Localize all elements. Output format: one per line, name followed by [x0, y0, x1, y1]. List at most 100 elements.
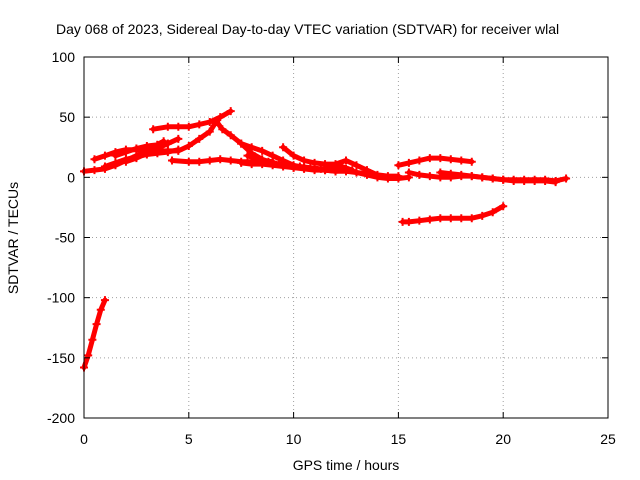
data-point: [218, 125, 227, 134]
data-point: [327, 164, 336, 173]
data-point: [488, 174, 497, 183]
data-point: [415, 216, 424, 225]
x-axis-label: GPS time / hours: [293, 457, 400, 473]
data-point: [100, 296, 109, 305]
data-point: [253, 155, 262, 164]
data-series: [394, 154, 476, 170]
data-point: [436, 168, 445, 177]
data-series: [279, 143, 403, 181]
data-point: [467, 172, 476, 181]
data-point: [121, 148, 130, 157]
x-tick-label: 20: [495, 431, 511, 447]
data-point: [149, 125, 158, 134]
data-point: [425, 215, 434, 224]
data-point: [562, 174, 571, 183]
data-point: [415, 170, 424, 179]
data-point: [174, 145, 183, 154]
x-tick-label: 15: [391, 431, 407, 447]
data-point: [100, 162, 109, 171]
data-point: [488, 208, 497, 217]
data-point: [268, 151, 277, 160]
data-point: [195, 134, 204, 143]
data-point: [184, 122, 193, 131]
data-point: [457, 214, 466, 223]
data-point: [174, 134, 183, 143]
data-point: [168, 156, 177, 165]
data-series: [149, 107, 235, 134]
data-point: [264, 157, 273, 166]
data-point: [295, 162, 304, 171]
x-tick-label: 0: [80, 431, 88, 447]
data-point: [163, 122, 172, 131]
data-point: [279, 143, 288, 152]
data-series: [436, 168, 560, 187]
data-point: [342, 156, 350, 165]
data-point: [174, 122, 183, 131]
data-point: [383, 172, 392, 181]
data-point: [195, 157, 204, 166]
data-point: [247, 160, 256, 169]
data-point: [205, 156, 214, 165]
data-point: [499, 175, 508, 184]
data-point: [216, 155, 225, 164]
data-point: [478, 211, 487, 220]
data-point: [352, 161, 361, 170]
data-point: [415, 156, 424, 165]
data-point: [205, 127, 214, 136]
data-point: [274, 160, 283, 169]
data-point: [237, 139, 246, 148]
data-point: [337, 162, 346, 171]
y-tick-label: 50: [59, 109, 75, 125]
data-point: [184, 142, 193, 151]
data-point: [300, 156, 309, 165]
data-point: [111, 151, 120, 160]
data-point: [226, 107, 235, 116]
data-point: [90, 155, 99, 164]
chart-title: Day 068 of 2023, Sidereal Day-to-day VTE…: [56, 21, 559, 37]
data-point: [348, 166, 357, 175]
x-tick-label: 5: [185, 431, 193, 447]
data-point: [509, 176, 518, 185]
y-tick-label: 0: [67, 169, 75, 185]
data-point: [446, 214, 455, 223]
data-point: [425, 154, 434, 163]
data-point: [205, 117, 214, 126]
data-point: [436, 214, 445, 223]
grid: [84, 57, 608, 418]
data-point: [352, 168, 361, 177]
data-point: [551, 178, 560, 187]
x-tick-label: 10: [286, 431, 302, 447]
data-point: [394, 172, 403, 181]
data-point: [92, 320, 101, 329]
data-point: [285, 161, 294, 170]
data-point: [111, 158, 120, 167]
data-series: [243, 151, 357, 175]
data-point: [425, 172, 434, 181]
data-point: [163, 139, 172, 148]
data-point: [90, 166, 99, 175]
data-point: [258, 146, 267, 155]
data-point: [142, 149, 151, 158]
data-point: [499, 202, 508, 211]
y-tick-label: -200: [47, 410, 75, 426]
data-point: [530, 176, 539, 185]
data-point: [132, 144, 141, 153]
data-point: [404, 168, 413, 177]
y-tick-label: -150: [47, 350, 75, 366]
data-point: [310, 158, 319, 167]
data-point: [226, 156, 235, 165]
data-point: [247, 143, 256, 152]
data-point: [237, 158, 246, 167]
data-point: [132, 154, 141, 163]
plot-frame: [83, 56, 609, 419]
data-point: [541, 176, 550, 185]
y-tick-label: -100: [47, 290, 75, 306]
data-point: [306, 163, 315, 172]
data-point: [184, 157, 193, 166]
data-point: [467, 157, 476, 166]
data-point: [212, 116, 221, 125]
data-series: [398, 202, 508, 226]
data-point: [142, 142, 151, 151]
data-point: [226, 131, 235, 140]
data-point: [478, 173, 487, 182]
